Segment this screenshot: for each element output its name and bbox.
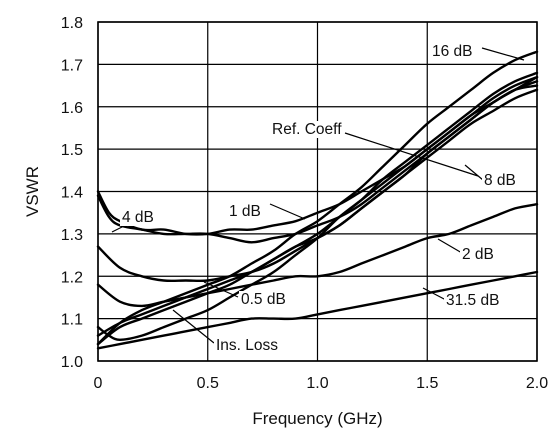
leader-line-0-5-db [203,281,239,298]
y-tick-label: 1.4 [61,185,83,202]
leader-line-1-db [269,203,306,220]
series-line-ins-loss [96,84,539,341]
y-tick-label: 1.8 [61,15,83,32]
y-tick-label: 1.5 [61,142,83,159]
annotation-background [430,43,475,60]
annotation-background [214,337,281,354]
leader-line-16-db [481,47,525,61]
annotation-4-db: 4 dB [122,209,154,226]
annotation-16-db: 16 dB [432,43,473,60]
y-tick-labels: 1.0 1.1 1.2 1.3 1.4 1.5 1.6 1.7 1.8 [61,15,83,371]
series-group [96,50,539,350]
leader-line-8-db [464,164,484,181]
y-tick-label: 1.2 [61,269,83,286]
annotation-31-5-db: 31.5 dB [446,292,499,309]
series-line-2-db [96,203,539,308]
annotation-background [444,292,502,309]
series-line-16-db [96,50,539,346]
leader-line-ref-coeff [344,132,479,177]
annotation-ref-coeff: Ref. Coeff [272,121,342,138]
annotation-background [120,209,156,226]
annotation-1-db: 1 dB [229,203,261,220]
y-tick-label: 1.3 [61,227,83,244]
x-tick-label: 0 [94,375,103,392]
series-line-4-db [96,75,539,244]
annotation-8-db: 8 dB [484,172,516,189]
annotation-background [482,172,518,189]
x-tick-label: 0.5 [197,375,219,392]
x-tick-label: 2.0 [526,375,548,392]
series-line-ref-coeff [96,71,539,346]
leader-line-ins-loss [172,309,215,344]
leader-line-2-db [437,238,463,254]
leader-line-31-5-db [422,287,447,301]
y-tick-label: 1.1 [61,312,83,329]
x-axis-title: Frequency (GHz) [252,409,382,428]
annotation-ins-loss: Ins. Loss [216,337,278,354]
annotation-background [227,203,263,220]
annotation-background [270,121,345,138]
annotation-background [460,246,496,263]
annotation-2-db: 2 dB [462,246,494,263]
annotation-0-5-db: 0.5 dB [241,291,286,308]
annotation-background [239,291,288,308]
y-tick-label: 1.7 [61,57,83,74]
y-axis-title: VSWR [23,166,42,217]
x-tick-label: 1.0 [306,375,328,392]
x-tick-labels: 0 0.5 1.0 1.5 2.0 [94,375,548,392]
plot-frame [97,21,538,362]
y-tick-label: 1.0 [61,354,83,371]
x-tick-label: 1.5 [416,375,438,392]
annotation-group: 16 dB Ref. Coeff 8 dB 4 dB 1 dB 2 dB 0.5 dB 31.… [111,43,525,354]
series-line-31-5-db [96,270,539,350]
y-tick-label: 1.6 [61,100,83,117]
